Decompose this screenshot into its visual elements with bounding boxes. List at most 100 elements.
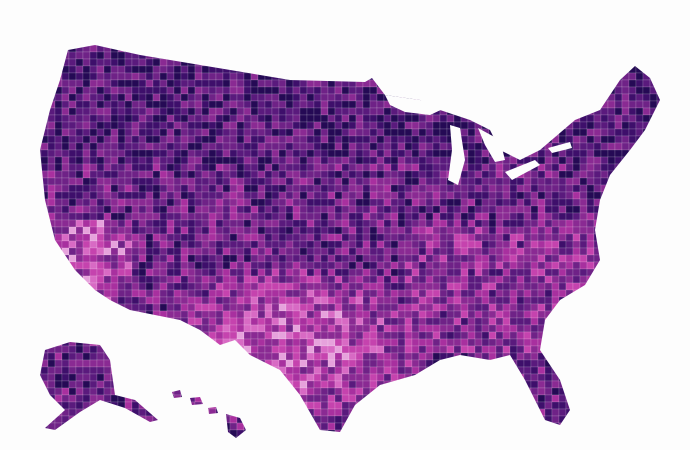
county-cell bbox=[222, 380, 231, 389]
county-cell bbox=[565, 45, 574, 53]
county-cell bbox=[82, 219, 91, 228]
county-cell bbox=[664, 136, 671, 143]
county-cell bbox=[530, 93, 539, 102]
county-cell bbox=[418, 373, 427, 382]
county-cell bbox=[103, 58, 112, 67]
county-cell bbox=[390, 114, 399, 123]
county-cell bbox=[404, 156, 413, 165]
county-cell bbox=[166, 296, 175, 305]
county-cell bbox=[313, 156, 322, 165]
county-cell bbox=[75, 65, 84, 74]
county-cell bbox=[593, 261, 602, 270]
county-cell bbox=[313, 121, 322, 130]
county-cell bbox=[635, 254, 644, 263]
county-cell bbox=[257, 380, 266, 389]
county-cell bbox=[488, 226, 497, 235]
county-cell bbox=[474, 331, 483, 340]
county-cell bbox=[96, 338, 105, 347]
county-cell bbox=[201, 296, 210, 305]
county-cell bbox=[89, 331, 98, 340]
county-cell bbox=[145, 177, 154, 186]
county-cell bbox=[271, 275, 280, 284]
county-cell bbox=[96, 289, 105, 298]
county-cell bbox=[664, 45, 671, 52]
county-cell bbox=[383, 387, 392, 396]
county-cell bbox=[362, 45, 371, 46]
county-cell bbox=[152, 205, 161, 214]
county-cell bbox=[47, 107, 56, 116]
county-cell bbox=[54, 114, 63, 123]
county-cell bbox=[369, 352, 378, 361]
county-cell bbox=[243, 219, 252, 228]
county-cell bbox=[516, 324, 525, 333]
county-cell bbox=[600, 170, 609, 179]
county-cell bbox=[131, 128, 140, 137]
county-cell bbox=[145, 275, 154, 284]
county-cell bbox=[369, 408, 378, 417]
county-cell bbox=[313, 51, 322, 60]
county-cell bbox=[229, 226, 238, 235]
county-cell bbox=[397, 310, 406, 319]
county-cell bbox=[537, 65, 546, 74]
county-cell bbox=[586, 254, 595, 263]
county-cell bbox=[236, 128, 245, 137]
county-cell bbox=[117, 114, 126, 123]
county-cell bbox=[565, 310, 574, 319]
county-cell bbox=[82, 331, 91, 340]
county-cell bbox=[201, 401, 210, 410]
county-cell bbox=[159, 142, 168, 151]
county-cell bbox=[572, 107, 581, 116]
county-cell bbox=[89, 373, 98, 382]
county-cell bbox=[558, 198, 567, 207]
county-cell bbox=[565, 233, 574, 242]
county-cell bbox=[82, 317, 91, 326]
county-cell bbox=[446, 296, 455, 305]
county-cell bbox=[656, 233, 660, 242]
county-cell bbox=[425, 51, 434, 60]
county-cell bbox=[565, 373, 574, 382]
county-cell bbox=[516, 261, 525, 270]
county-cell bbox=[460, 268, 469, 277]
county-cell bbox=[40, 142, 49, 151]
county-cell bbox=[572, 317, 581, 326]
county-cell bbox=[572, 184, 581, 193]
county-cell bbox=[544, 387, 553, 396]
county-cell bbox=[54, 226, 63, 235]
county-cell bbox=[376, 394, 385, 403]
county-cell bbox=[271, 282, 280, 291]
county-cell bbox=[47, 317, 56, 326]
county-cell bbox=[446, 268, 455, 277]
county-cell bbox=[411, 58, 420, 67]
county-cell bbox=[208, 156, 217, 165]
county-cell bbox=[47, 142, 56, 151]
county-cell bbox=[411, 219, 420, 228]
county-cell bbox=[278, 177, 287, 186]
county-cell bbox=[187, 72, 196, 81]
county-cell bbox=[271, 268, 280, 277]
county-cell bbox=[390, 45, 399, 46]
county-cell bbox=[362, 233, 371, 242]
county-cell bbox=[614, 114, 623, 123]
county-cell bbox=[47, 135, 56, 144]
county-cell bbox=[82, 247, 91, 256]
county-cell bbox=[614, 121, 623, 130]
county-cell bbox=[432, 289, 441, 298]
county-cell bbox=[271, 121, 280, 130]
county-cell bbox=[68, 317, 77, 326]
county-cell bbox=[201, 338, 210, 347]
county-cell bbox=[257, 345, 266, 354]
county-cell bbox=[600, 58, 609, 67]
county-cell bbox=[152, 142, 161, 151]
county-cell bbox=[348, 289, 357, 298]
county-cell bbox=[467, 93, 476, 102]
county-cell bbox=[215, 72, 224, 81]
county-cell bbox=[54, 79, 63, 88]
county-cell bbox=[502, 219, 511, 228]
county-cell bbox=[628, 100, 637, 109]
county-cell bbox=[229, 142, 238, 151]
county-cell bbox=[635, 121, 644, 130]
county-cell bbox=[215, 191, 224, 200]
county-cell bbox=[565, 163, 574, 172]
county-cell bbox=[40, 226, 42, 235]
county-cell bbox=[40, 345, 49, 354]
